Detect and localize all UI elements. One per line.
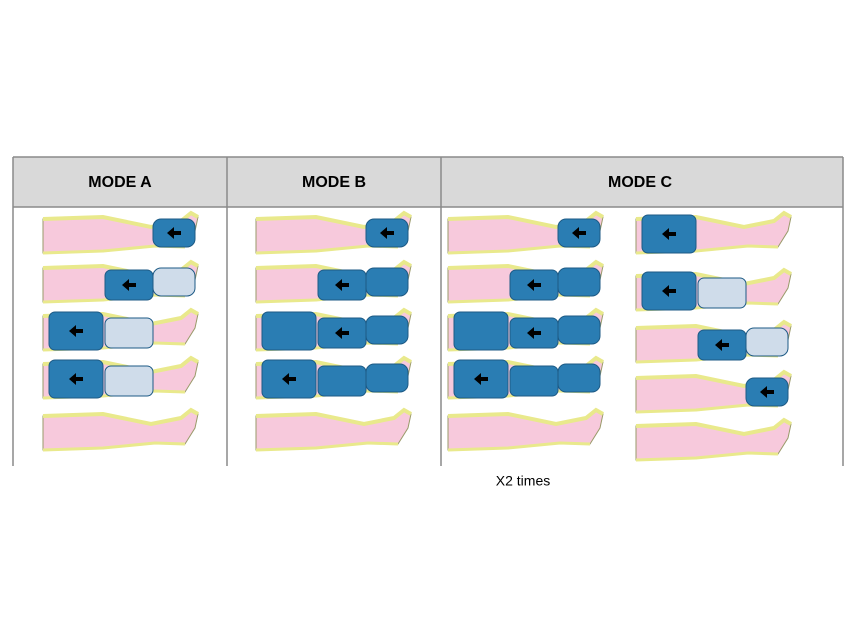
- leg: [447, 355, 604, 400]
- leg-edge: [635, 417, 792, 437]
- leg: [255, 307, 412, 352]
- cuff: [557, 363, 601, 393]
- arrow: [380, 227, 394, 239]
- cuff: [104, 317, 154, 349]
- cuff: [557, 267, 601, 297]
- cuff: [745, 327, 789, 357]
- leg: [42, 355, 199, 400]
- cuff: [557, 315, 601, 345]
- cuff: [317, 365, 367, 397]
- leg-illustrations: [42, 210, 792, 462]
- arrow: [282, 373, 296, 385]
- cuff: [152, 267, 196, 297]
- leg: [255, 407, 412, 452]
- cuff: [365, 315, 409, 345]
- leg: [635, 417, 792, 462]
- arrow: [527, 279, 541, 291]
- cuff: [365, 267, 409, 297]
- leg-edge: [447, 407, 604, 427]
- arrow: [69, 373, 83, 385]
- cuff: [104, 365, 154, 397]
- arrow: [662, 228, 676, 240]
- leg-edge: [255, 407, 412, 427]
- leg: [447, 259, 604, 304]
- cuff: [261, 311, 317, 351]
- arrow: [527, 327, 541, 339]
- leg: [635, 267, 792, 312]
- arrow: [335, 327, 349, 339]
- arrow: [572, 227, 586, 239]
- cuff: [697, 277, 747, 309]
- arrow: [69, 325, 83, 337]
- leg: [447, 210, 604, 255]
- leg-edge: [255, 441, 399, 452]
- note: X2 times: [496, 473, 550, 489]
- leg-edge: [42, 441, 186, 452]
- leg-edge: [42, 407, 199, 427]
- leg: [42, 210, 199, 255]
- cuff: [509, 365, 559, 397]
- arrow: [122, 279, 136, 291]
- column-header: MODE C: [608, 174, 672, 191]
- leg: [42, 259, 199, 304]
- arrow: [662, 285, 676, 297]
- table-lines: [12, 156, 844, 466]
- cuff: [365, 363, 409, 393]
- column-header: MODE A: [88, 174, 152, 191]
- leg: [255, 210, 412, 255]
- leg: [635, 210, 792, 255]
- leg: [42, 407, 199, 452]
- header-row: [13, 157, 843, 207]
- column-header: MODE B: [302, 174, 366, 191]
- arrow: [715, 339, 729, 351]
- leg-edge: [635, 451, 779, 462]
- leg: [255, 355, 412, 400]
- arrow: [760, 386, 774, 398]
- arrow: [335, 279, 349, 291]
- leg: [447, 307, 604, 352]
- leg: [635, 369, 792, 414]
- leg: [42, 307, 199, 352]
- leg-edge: [447, 441, 591, 452]
- leg: [635, 319, 792, 364]
- arrow: [167, 227, 181, 239]
- cuff: [453, 311, 509, 351]
- leg: [255, 259, 412, 304]
- leg: [447, 407, 604, 452]
- arrow: [474, 373, 488, 385]
